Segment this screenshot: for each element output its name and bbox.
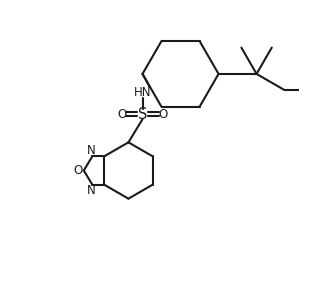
Text: O: O <box>158 108 167 121</box>
Text: N: N <box>87 184 95 197</box>
Text: N: N <box>87 144 95 157</box>
Text: HN: HN <box>134 86 151 99</box>
Text: O: O <box>118 108 127 121</box>
Text: S: S <box>138 107 147 122</box>
Text: O: O <box>73 164 82 177</box>
